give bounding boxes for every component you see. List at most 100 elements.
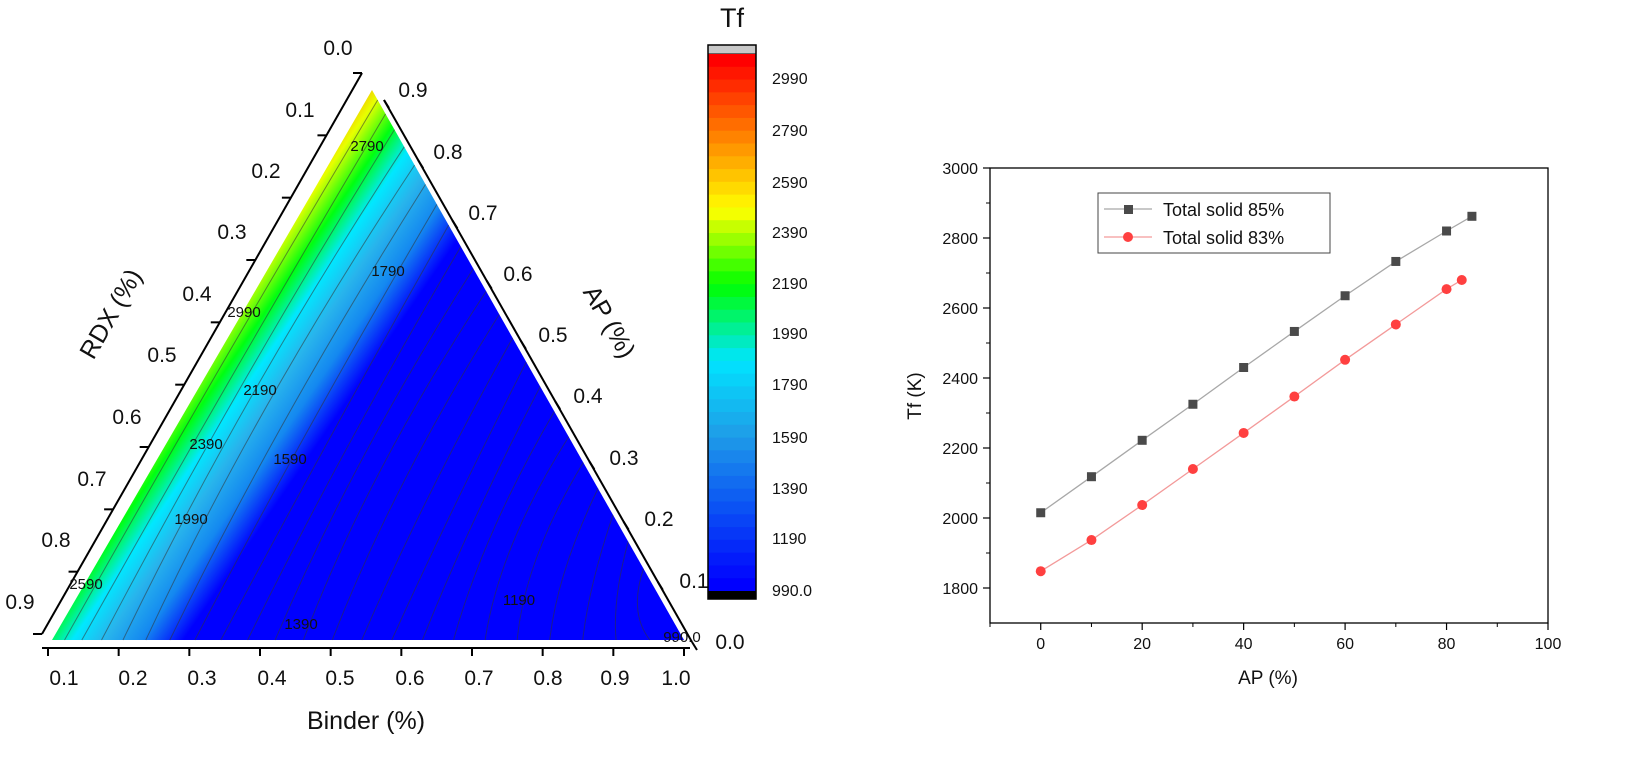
colorbar-tick: 2990 bbox=[772, 71, 808, 88]
data-point bbox=[1035, 566, 1046, 577]
left-tick: 0.9 bbox=[5, 591, 34, 614]
data-point bbox=[1137, 500, 1148, 511]
colorbar-underflow-bottom bbox=[708, 591, 756, 599]
bottom-tick: 1.0 bbox=[661, 667, 690, 690]
left-tick: 0.1 bbox=[285, 99, 314, 122]
colorbar-step bbox=[708, 527, 756, 541]
legend-marker-1 bbox=[1124, 205, 1133, 214]
colorbar-step bbox=[708, 271, 756, 285]
contour-line bbox=[636, 568, 651, 641]
legend-marker-2 bbox=[1123, 232, 1133, 242]
colorbar-step bbox=[708, 514, 756, 528]
data-point bbox=[1187, 464, 1198, 474]
right-tick: 0.8 bbox=[433, 141, 462, 164]
colorbar-step bbox=[708, 92, 756, 106]
right-tick: 0.9 bbox=[398, 79, 427, 102]
colorbar-ticks: 2990 2790 2590 2390 2190 1990 1790 1590 … bbox=[772, 71, 812, 600]
colorbar-step bbox=[708, 130, 756, 145]
contour-line bbox=[549, 488, 599, 641]
right-tick: 0.0 bbox=[715, 631, 744, 654]
left-tick: 0.8 bbox=[41, 529, 70, 552]
ternary-fill bbox=[52, 90, 684, 640]
data-point bbox=[1036, 508, 1046, 518]
left-tick: 0.7 bbox=[77, 468, 106, 491]
colorbar-tick: 1190 bbox=[772, 531, 807, 548]
contour-line bbox=[81, 113, 386, 641]
bottom-tick: 0.4 bbox=[257, 667, 287, 690]
colorbar-step bbox=[708, 360, 756, 375]
contour-label: 1190 bbox=[503, 592, 535, 609]
colorbar-step bbox=[708, 373, 756, 388]
contour-label: 1390 bbox=[284, 616, 317, 633]
colorbar-step bbox=[708, 437, 756, 451]
data-point bbox=[1390, 319, 1401, 330]
contour-line bbox=[484, 436, 570, 641]
colorbar-title: Tf bbox=[720, 3, 744, 33]
colorbar-step bbox=[708, 156, 756, 170]
contour-line bbox=[122, 146, 405, 641]
contour-line bbox=[516, 462, 584, 641]
colorbar-tick: 1990 bbox=[772, 326, 808, 343]
colorbar-step bbox=[708, 284, 756, 298]
legend-label-1: Total solid 85% bbox=[1163, 200, 1284, 220]
left-tick: 0.3 bbox=[217, 221, 246, 244]
contour-line bbox=[582, 514, 614, 641]
data-point bbox=[1238, 427, 1249, 438]
colorbar-step bbox=[708, 412, 756, 426]
colorbar-step bbox=[708, 245, 756, 260]
bottom-tick: 0.9 bbox=[600, 667, 629, 690]
colorbar-tick: 990.0 bbox=[772, 583, 812, 600]
bottom-tick: 0.7 bbox=[464, 667, 493, 690]
contour-line bbox=[453, 411, 555, 641]
contour-line bbox=[169, 184, 426, 641]
x-tick-label: 40 bbox=[1235, 636, 1253, 653]
contour-label: 2190 bbox=[243, 382, 276, 399]
colorbar-step bbox=[708, 220, 756, 234]
colorbar-tick: 1790 bbox=[772, 377, 808, 394]
colorbar: Tf 2990 2790 2590 2390 2190 1990 1790 15… bbox=[707, 3, 812, 600]
colorbar-step bbox=[708, 296, 756, 311]
data-point bbox=[1340, 354, 1351, 365]
left-axis-ticks: 0.0 0.1 0.2 0.3 0.4 0.5 0.6 0.7 0.8 0.9 bbox=[5, 37, 352, 614]
right-axis-tick-mark bbox=[588, 460, 596, 470]
data-point bbox=[1239, 363, 1249, 372]
colorbar-step bbox=[708, 399, 756, 413]
colorbar-step bbox=[708, 207, 756, 221]
contour-label: 1790 bbox=[371, 263, 404, 280]
colorbar-step bbox=[708, 309, 756, 324]
right-axis-ticks: 0.9 0.8 0.7 0.6 0.5 0.4 0.3 0.2 0.1 0.0 bbox=[398, 79, 744, 654]
contour-lines bbox=[64, 99, 651, 641]
contour-line bbox=[194, 204, 438, 641]
bottom-tick: 0.6 bbox=[395, 667, 424, 690]
x-tick-label: 100 bbox=[1535, 636, 1562, 653]
x-tick-label: 80 bbox=[1438, 636, 1456, 653]
right-tick: 0.6 bbox=[503, 263, 532, 286]
colorbar-step bbox=[708, 258, 756, 272]
bottom-tick: 0.2 bbox=[118, 667, 147, 690]
right-tick: 0.3 bbox=[609, 447, 638, 470]
contour-line bbox=[331, 314, 500, 641]
contour-line bbox=[391, 361, 527, 641]
data-point bbox=[1289, 391, 1300, 402]
x-axis-title: AP (%) bbox=[1238, 668, 1298, 689]
colorbar-step bbox=[708, 501, 756, 515]
colorbar-step bbox=[708, 117, 756, 132]
y-axis-title: Tf (K) bbox=[905, 372, 926, 420]
contour-line bbox=[64, 99, 379, 641]
contour-label: 1990 bbox=[174, 511, 207, 528]
contour-label: 1590 bbox=[273, 451, 306, 468]
right-axis-tick-mark bbox=[451, 219, 459, 229]
y-tick-label: 2800 bbox=[942, 231, 978, 248]
right-tick: 0.5 bbox=[538, 324, 567, 347]
colorbar-step bbox=[708, 169, 756, 183]
series-line-1 bbox=[1040, 215, 1473, 514]
right-axis-title: AP (%) bbox=[577, 281, 641, 363]
right-axis-tick-mark bbox=[520, 340, 527, 350]
colorbar-step bbox=[708, 105, 756, 119]
colorbar-steps bbox=[708, 54, 756, 592]
right-axis-line bbox=[383, 99, 693, 643]
colorbar-step bbox=[708, 194, 756, 209]
right-tick: 0.2 bbox=[644, 508, 673, 531]
data-point bbox=[1188, 399, 1198, 409]
